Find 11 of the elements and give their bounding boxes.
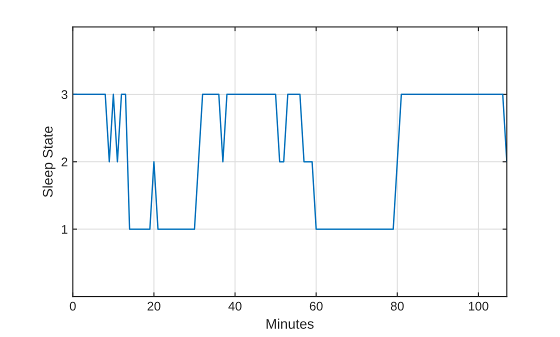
- x-tick-label: 20: [148, 302, 160, 311]
- y-axis-title: Sleep State: [42, 126, 56, 198]
- x-tick-label: 80: [390, 302, 404, 311]
- y-tick-label: 1: [62, 225, 68, 234]
- y-tick-label: 2: [62, 158, 68, 166]
- x-axis-title: Minutes: [266, 318, 314, 329]
- x-tick-label: 100: [468, 302, 488, 311]
- x-tick-label: 0: [70, 302, 76, 311]
- y-tick-label: 3: [61, 90, 68, 100]
- x-tick-label: 60: [310, 302, 323, 311]
- x-tick-label: 40: [228, 302, 242, 311]
